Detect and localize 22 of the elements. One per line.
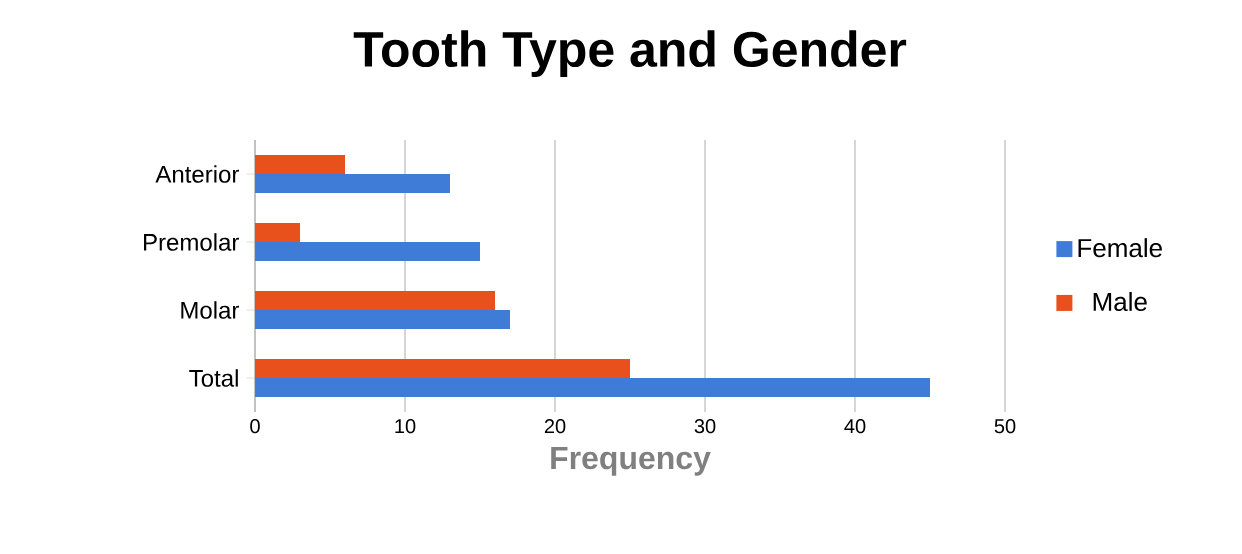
bar [255,223,301,243]
y-tick-label: Molar [181,301,239,319]
y-tick-label: Anterior [155,165,239,183]
y-tick-label: Total [189,369,238,387]
bar [255,359,630,379]
x-tick-label: 10 [395,419,416,434]
bar [255,174,450,194]
x-tick-label: 50 [994,419,1016,434]
bar [255,291,496,310]
bar [255,155,345,175]
x-tick-label: 40 [844,419,866,434]
legend-label: Female [1078,238,1162,258]
x-tick-label: 20 [544,419,566,434]
x-tick-label: 0 [250,419,260,434]
x-axis-title: Frequency [551,446,711,476]
y-tick-label: Premolar [144,233,239,251]
chart-title: Tooth Type and Gender [353,30,907,77]
bar [255,378,930,398]
bar [255,310,511,329]
x-tick-label: 30 [694,419,716,434]
legend-label: Male [1093,292,1147,312]
bar [255,242,481,262]
